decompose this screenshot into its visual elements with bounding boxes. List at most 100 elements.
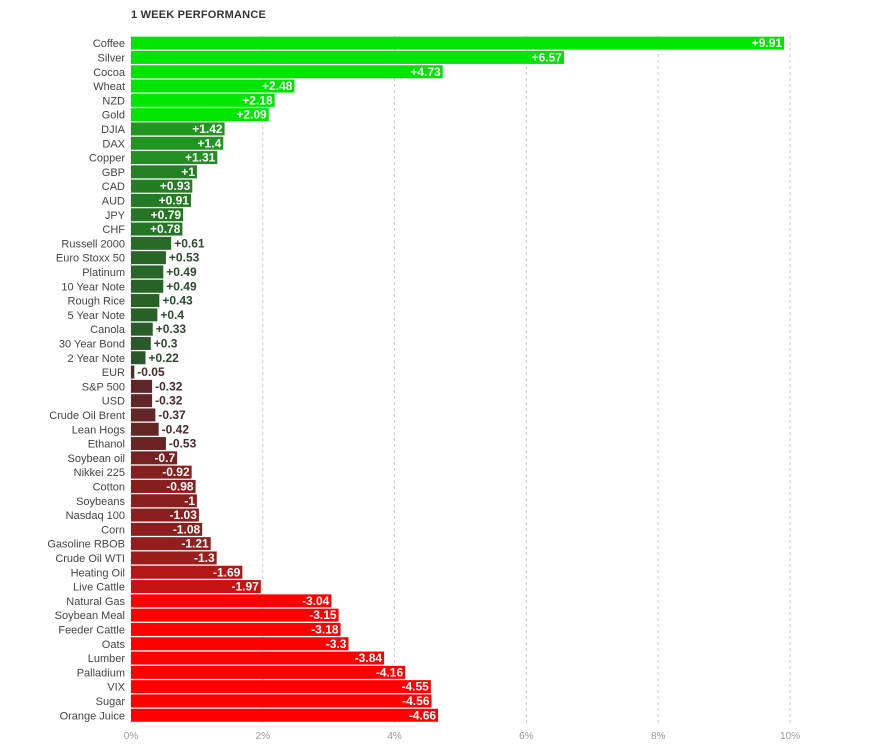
category-label: AUD bbox=[102, 195, 125, 207]
category-label: Platinum bbox=[82, 267, 125, 279]
value-label: -0.32 bbox=[155, 394, 183, 408]
value-label: -1.08 bbox=[173, 522, 201, 536]
value-label: -0.53 bbox=[169, 437, 197, 451]
bar bbox=[131, 308, 158, 322]
x-tick-label: 6% bbox=[519, 731, 534, 742]
category-label: Feeder Cattle bbox=[58, 624, 125, 636]
bar bbox=[131, 580, 261, 594]
category-label: NZD bbox=[102, 95, 125, 107]
category-label: Sugar bbox=[96, 696, 126, 708]
category-label: Cocoa bbox=[93, 67, 126, 79]
value-label: -1.69 bbox=[213, 565, 241, 579]
bar bbox=[131, 465, 192, 479]
value-label: +9.91 bbox=[752, 36, 783, 50]
bar bbox=[131, 622, 341, 636]
value-label: +0.61 bbox=[174, 236, 205, 250]
value-label: +0.79 bbox=[151, 208, 182, 222]
category-label: Corn bbox=[101, 524, 125, 536]
category-label: Crude Oil Brent bbox=[49, 410, 125, 422]
category-label: CHF bbox=[102, 224, 125, 236]
bar bbox=[131, 236, 172, 250]
value-label: +2.18 bbox=[242, 93, 273, 107]
value-label: -3.18 bbox=[311, 622, 339, 636]
value-label: -3.84 bbox=[355, 651, 383, 665]
category-label: 2 Year Note bbox=[68, 353, 126, 365]
value-label: -0.37 bbox=[158, 408, 186, 422]
category-label: Silver bbox=[97, 52, 125, 64]
bar bbox=[131, 151, 218, 165]
bar bbox=[131, 565, 243, 579]
value-label: -4.16 bbox=[376, 665, 404, 679]
bar bbox=[131, 594, 332, 608]
value-label: -3.15 bbox=[309, 608, 337, 622]
category-label: Russell 2000 bbox=[61, 238, 125, 250]
x-tick-label: 10% bbox=[780, 731, 800, 742]
bar bbox=[131, 294, 160, 308]
category-label: Canola bbox=[90, 324, 126, 336]
chart-title: 1 WEEK PERFORMANCE bbox=[131, 9, 266, 21]
bar bbox=[131, 551, 217, 565]
value-label: +4.73 bbox=[410, 65, 441, 79]
value-label: +0.93 bbox=[160, 179, 191, 193]
grid-layer bbox=[130, 36, 791, 723]
value-label: +0.53 bbox=[169, 251, 200, 265]
x-tick-label: 4% bbox=[387, 731, 402, 742]
value-label: -1.3 bbox=[194, 551, 215, 565]
bar bbox=[131, 708, 439, 722]
value-label: -4.66 bbox=[409, 708, 437, 722]
category-label: Orange Juice bbox=[60, 710, 125, 722]
value-label: -0.7 bbox=[154, 451, 175, 465]
bar bbox=[131, 336, 151, 350]
category-label: Soybeans bbox=[76, 496, 125, 508]
bar bbox=[131, 408, 156, 422]
bar bbox=[131, 136, 224, 150]
category-label: Oats bbox=[102, 639, 126, 651]
category-label: EUR bbox=[102, 367, 125, 379]
bar bbox=[131, 193, 191, 207]
bar bbox=[131, 479, 196, 493]
value-label: -1 bbox=[184, 494, 195, 508]
category-label: 10 Year Note bbox=[61, 281, 125, 293]
bar bbox=[131, 208, 184, 222]
category-label: Wheat bbox=[93, 81, 125, 93]
value-label: -3.04 bbox=[302, 594, 330, 608]
bar bbox=[131, 665, 406, 679]
bar bbox=[131, 122, 225, 136]
category-label: GBP bbox=[102, 167, 125, 179]
category-label: Copper bbox=[89, 153, 125, 165]
value-label: -0.05 bbox=[137, 365, 165, 379]
category-label: DJIA bbox=[101, 124, 126, 136]
value-label: -0.42 bbox=[162, 422, 190, 436]
value-label: -1.21 bbox=[181, 537, 209, 551]
category-label: JPY bbox=[105, 210, 126, 222]
value-label: -0.92 bbox=[162, 465, 190, 479]
category-label: Natural Gas bbox=[66, 596, 125, 608]
value-label: -3.3 bbox=[326, 637, 347, 651]
label-layer: Coffee +9.91 Silver +6.57 Cocoa +4.73 Wheat +2.… bbox=[47, 36, 782, 722]
value-label: +0.43 bbox=[162, 294, 193, 308]
bar bbox=[131, 537, 211, 551]
bar bbox=[131, 165, 197, 179]
value-label: +0.3 bbox=[154, 336, 178, 350]
category-label: Coffee bbox=[93, 38, 125, 50]
bar bbox=[131, 379, 153, 393]
bar bbox=[131, 651, 385, 665]
bar bbox=[131, 637, 349, 651]
value-label: +0.78 bbox=[150, 222, 181, 236]
category-label: Euro Stoxx 50 bbox=[56, 253, 125, 265]
x-tick-label: 0% bbox=[124, 731, 139, 742]
value-label: -1.97 bbox=[231, 580, 259, 594]
bar bbox=[131, 65, 443, 79]
bar bbox=[131, 36, 785, 50]
bar bbox=[131, 222, 183, 236]
category-label: Soybean oil bbox=[68, 453, 126, 465]
bar bbox=[131, 279, 164, 293]
category-label: Lumber bbox=[88, 653, 126, 665]
value-label: -1.03 bbox=[170, 508, 198, 522]
bar bbox=[131, 322, 153, 336]
bar bbox=[131, 365, 135, 379]
value-label: +0.49 bbox=[166, 279, 197, 293]
bar bbox=[131, 522, 203, 536]
bar bbox=[131, 680, 431, 694]
